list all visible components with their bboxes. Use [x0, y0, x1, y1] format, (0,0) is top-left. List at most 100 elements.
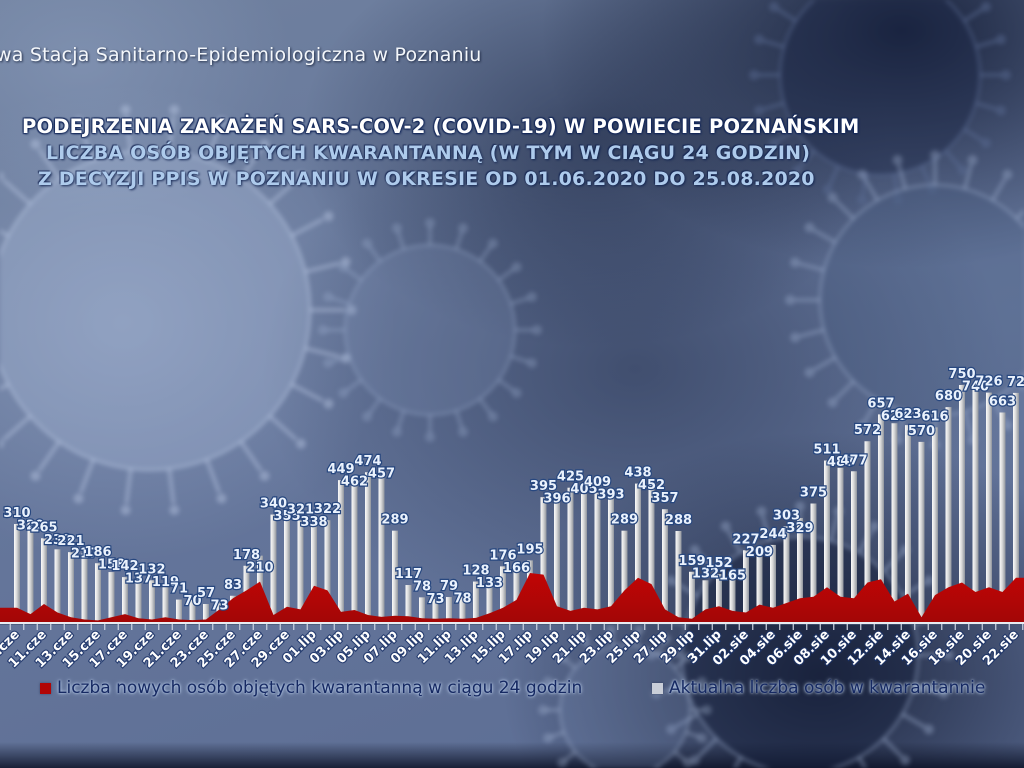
bar-value-label: 322 [314, 502, 341, 517]
virus-spike [776, 7, 797, 23]
virus-spike [1014, 208, 1024, 221]
virus-shape [785, 150, 1024, 450]
bar-value-label: 616 [921, 409, 948, 424]
virus-spike [239, 440, 263, 472]
virus-spike [828, 515, 840, 542]
bar-value-label: 210 [246, 560, 273, 575]
virus-spike [834, 199, 856, 221]
bar-value-label: 726 [975, 375, 1002, 390]
virus-spike-tip [995, 105, 1006, 116]
virus-spike [290, 217, 324, 238]
bar-value-label: 72 [1007, 375, 1024, 390]
bar-value-label: 83 [224, 578, 242, 593]
virus-spike-tip [30, 470, 41, 481]
bar-value-label: 740 [962, 380, 989, 395]
bar-value-label: 165 [719, 568, 746, 583]
bar-value-label: 176 [489, 548, 516, 563]
quarantine-total-bar [675, 530, 682, 622]
virus-spike-tip [696, 733, 707, 744]
virus-spike-tip [543, 676, 554, 687]
virus-spike [344, 267, 363, 282]
virus-spike-tip [579, 634, 590, 645]
quarantine-total-bar [27, 520, 34, 622]
virus-spike [798, 149, 817, 169]
quarantine-total-bar [351, 476, 358, 622]
bar-value-label: 320 [17, 519, 44, 534]
chart-title-line2: LICZBA OSÓB OBJĘTYCH KWARANTANNĄ (W TYM … [46, 142, 811, 164]
virus-spike [478, 244, 493, 263]
virus-spike [510, 296, 530, 306]
virus-spike-tip [323, 291, 334, 302]
virus-spike [834, 379, 856, 401]
virus-spike-tip [73, 493, 84, 504]
quarantine-total-bar [189, 599, 196, 622]
quarantine-total-bar [446, 597, 452, 622]
quarantine-total-bar [837, 467, 844, 622]
bar-value-label: 133 [476, 576, 503, 591]
bar-value-label: 303 [773, 508, 800, 523]
virus-spike-tip [927, 184, 938, 195]
bar-value-label: 321 [287, 503, 314, 518]
quarantine-total-bar [702, 580, 709, 622]
virus-spike-tip [754, 34, 765, 45]
virus-spike [330, 296, 350, 306]
virus-spike-tip [338, 387, 349, 398]
virus-spike [454, 230, 464, 250]
new-cases-area [0, 573, 1024, 622]
virus-spike-tip [754, 105, 765, 116]
quarantine-total-bar [824, 460, 830, 622]
quarantine-total-bar [554, 496, 560, 622]
bar-value-label: 78 [413, 579, 431, 594]
bar-value-labels: 3103202652302212171861581421371321197170… [2, 366, 1024, 615]
virus-spike-tip [930, 150, 940, 161]
virus-shape [749, 0, 1011, 205]
bar-value-label: 119 [152, 575, 179, 590]
quarantine-total-bar [864, 441, 871, 622]
virus-spike-tip [790, 332, 801, 343]
virus-spike [760, 515, 772, 542]
red-square-icon [40, 682, 51, 694]
virus-spike [0, 382, 10, 391]
virus-spike [892, 173, 900, 197]
virus-spike-tip [526, 358, 537, 369]
bar-value-label: 137 [125, 572, 152, 587]
virus-spike [990, 177, 1007, 202]
virus-spike-tip [169, 104, 180, 115]
virus-spike [583, 640, 595, 655]
bar-value-label: 511 [813, 443, 840, 458]
bar-value-label: 329 [786, 521, 813, 536]
virus-spike [510, 354, 530, 364]
bar-value-label: 132 [138, 562, 165, 577]
virus-spike-tip [169, 505, 180, 516]
quarantine-total-bar [149, 580, 155, 622]
virus-spike-tip [980, 138, 991, 149]
virus-spike-tip [340, 256, 351, 267]
quarantine-total-bar [284, 509, 290, 622]
virus-spike [674, 712, 699, 729]
virus-spike-tip [259, 470, 270, 481]
bar-value-label: 227 [732, 532, 759, 547]
virus-spike-tip [216, 493, 227, 504]
bar-value-label: 158 [98, 558, 125, 573]
virus-spike-tip [957, 165, 968, 176]
virus-spike [762, 101, 785, 112]
quarantine-total-bar [95, 563, 101, 622]
virus-spike-tip [0, 171, 5, 182]
bar-value-label: 265 [30, 520, 57, 535]
bar-value-label: 488 [827, 455, 854, 470]
gray-square-icon [652, 682, 663, 694]
quarantine-total-bar [486, 579, 493, 622]
virus-spike-tip [73, 116, 84, 127]
bar-value-label: 78 [453, 592, 471, 607]
virus-spike [497, 267, 516, 282]
virus-spike [655, 640, 667, 655]
bar-value-label: 457 [368, 467, 395, 482]
quarantine-total-bar [392, 530, 398, 622]
quarantine-total-bar [1013, 392, 1019, 622]
virus-spike [304, 346, 341, 359]
virus-spike-tip [340, 353, 351, 364]
bar-value-label: 462 [341, 475, 368, 490]
virus-spike-tip [605, 624, 616, 635]
quarantine-total-bar [932, 427, 938, 622]
bar-value-label: 395 [530, 479, 557, 494]
